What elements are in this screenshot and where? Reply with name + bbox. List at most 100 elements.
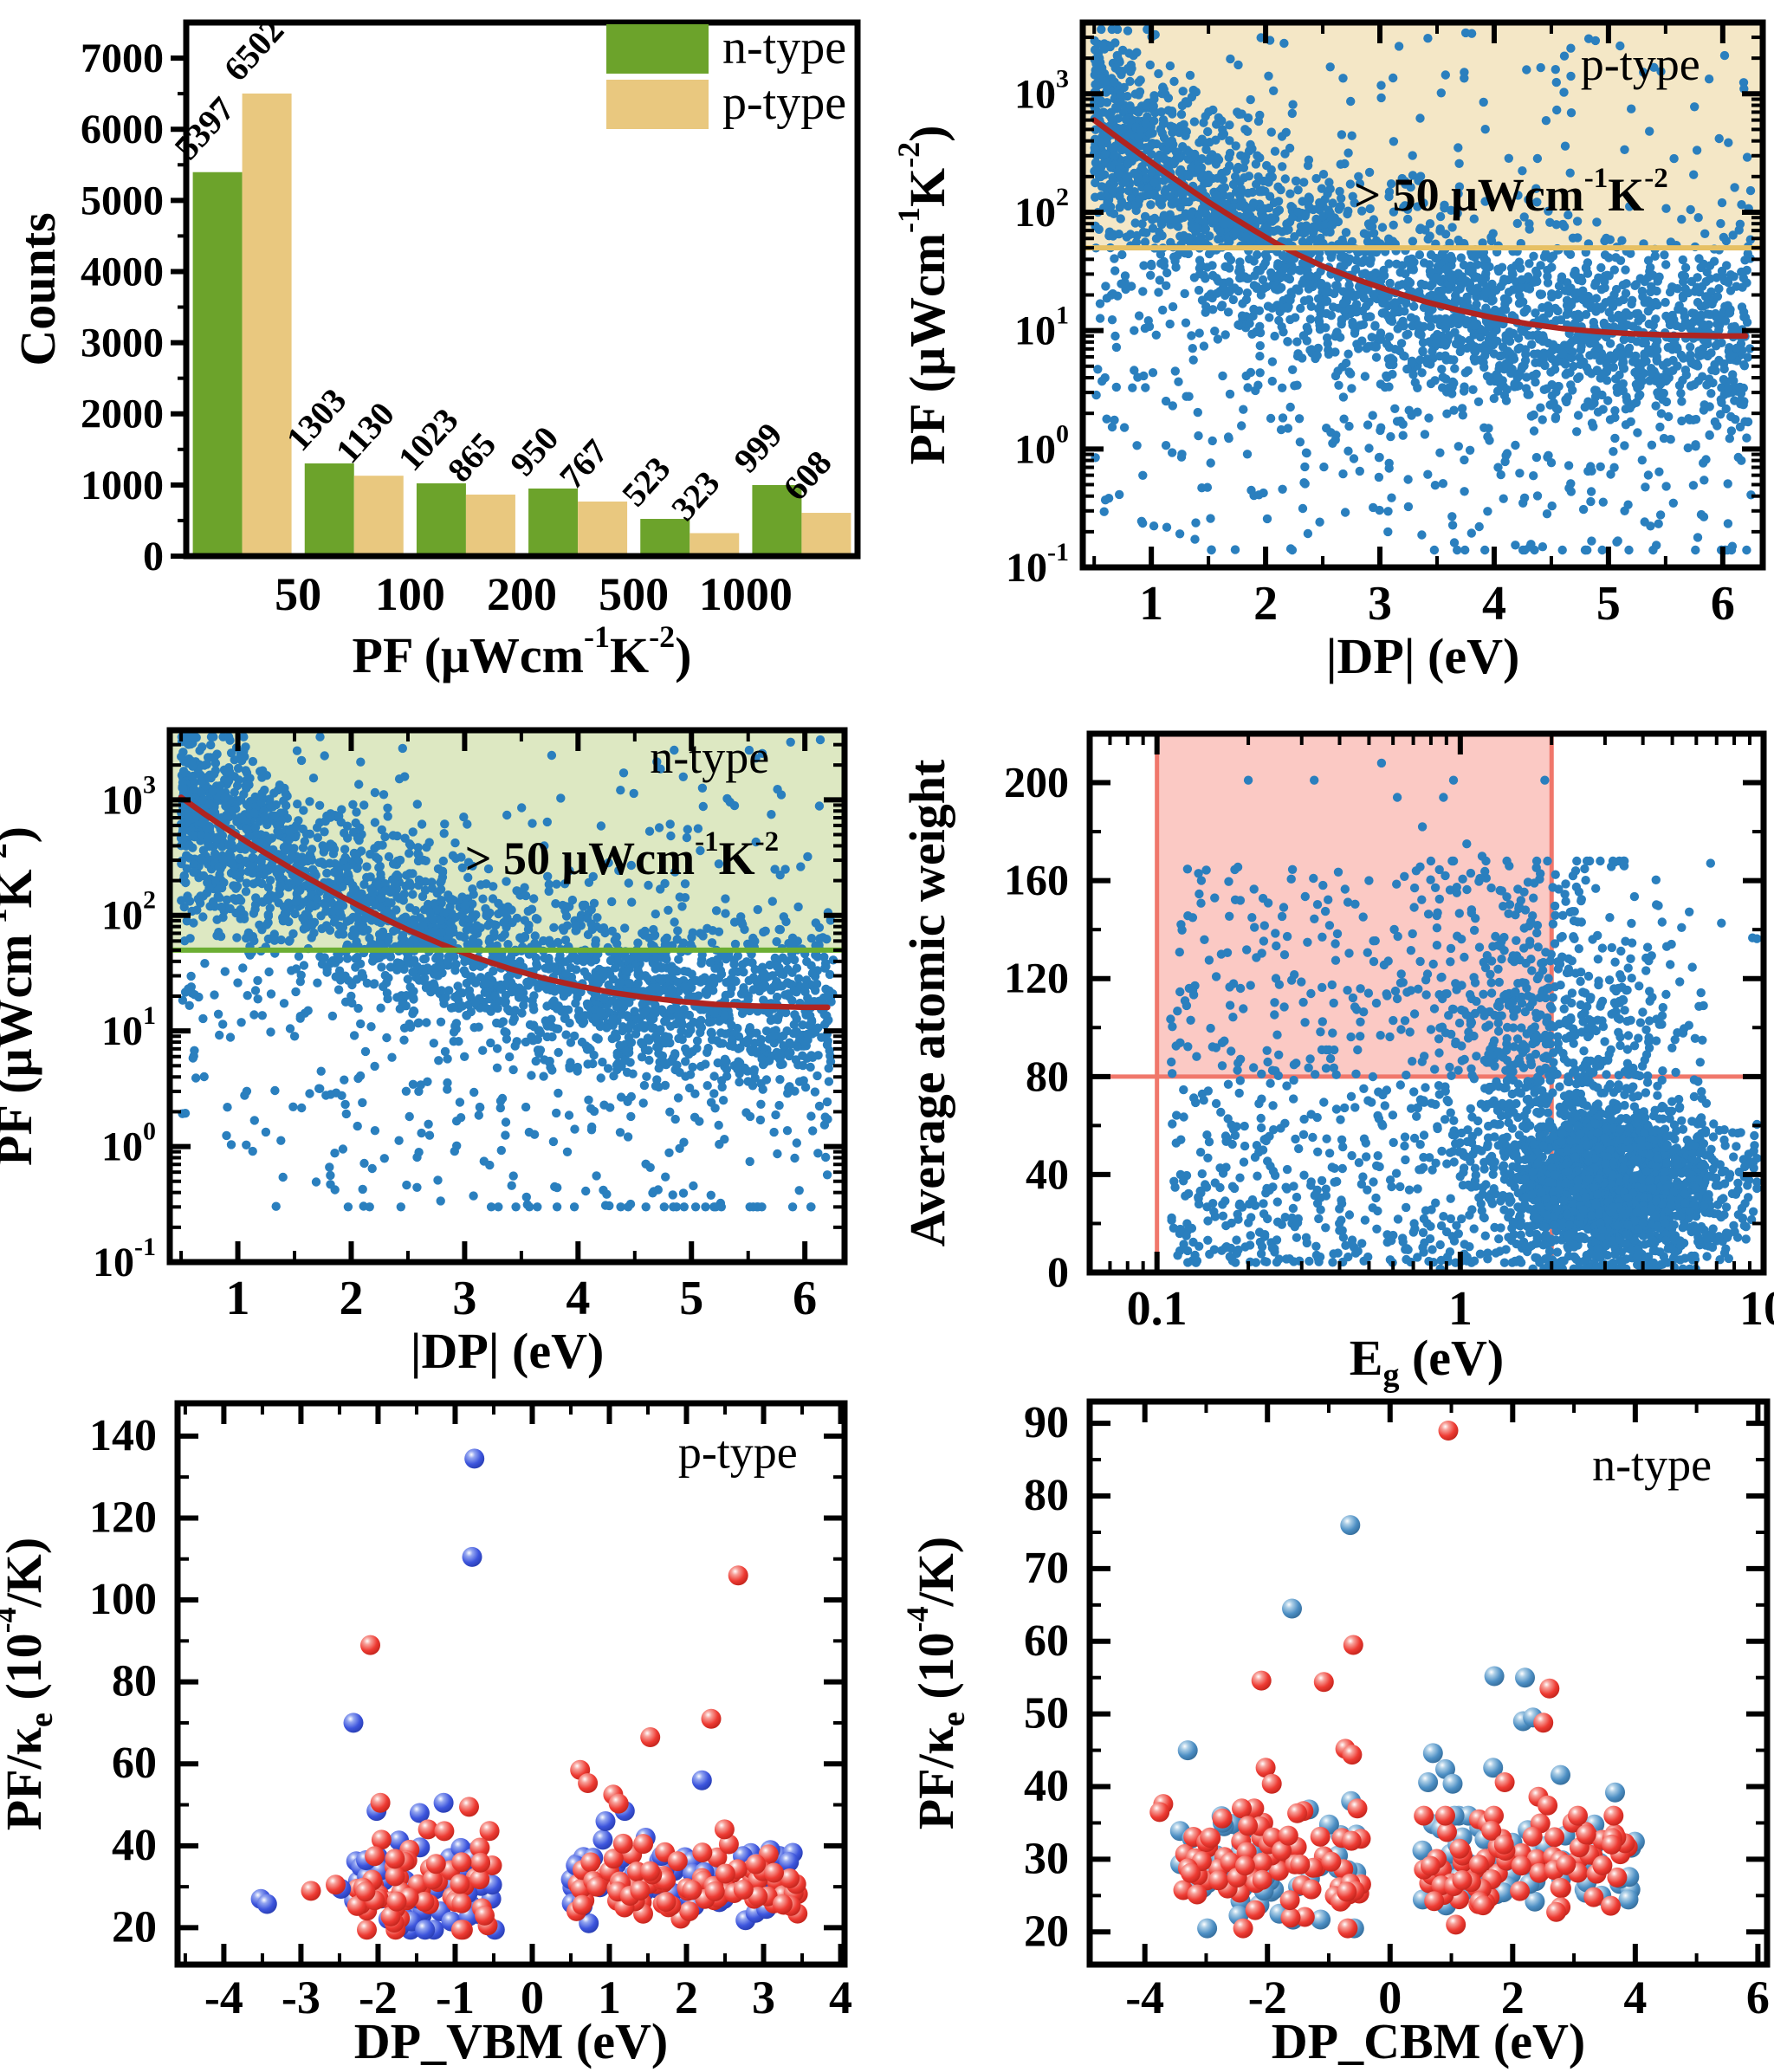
legend-label-n-type: n-type	[722, 21, 846, 74]
x-tick-label: 3	[752, 1972, 775, 2023]
y-tick-label: 6000	[81, 107, 164, 152]
panel-pf-histogram: 5397 6502 1303 1130 1023 865 950 767 523 323 999 60…	[0, 0, 887, 690]
y-axis-label: PF/κe (10-4/K)	[900, 1537, 972, 1829]
x-axis-label: Eg (eV)	[1350, 1330, 1504, 1394]
x-tick-label: 4	[1482, 577, 1506, 631]
bar-n-type	[192, 172, 243, 557]
x-tick-label: 6	[1711, 577, 1735, 631]
bar-p-type	[801, 513, 851, 556]
y-tick-label: 1000	[81, 463, 164, 508]
y-tick-label: 103	[1014, 64, 1069, 117]
panel-pfke-vs-dpvbm: -4 -3 -2 -1 0 1 2 3 4 20 40 60 80 100 120 140 DP_VBM (eV…	[0, 1381, 887, 2072]
y-tick-label: 40	[112, 1821, 157, 1870]
x-tick-label: 6	[1746, 1972, 1770, 2023]
x-tick-label: -4	[1125, 1972, 1164, 2023]
y-tick-label: 140	[89, 1411, 157, 1460]
bar-p-type	[465, 494, 515, 556]
y-tick-label: 30	[1024, 1834, 1069, 1883]
plot-frame	[183, 19, 861, 560]
y-tick-label: 40	[1026, 1149, 1069, 1198]
x-tick-label: 2	[675, 1972, 698, 2023]
x-tick-label: 3	[452, 1272, 476, 1325]
x-axis-label: DP_VBM (eV)	[354, 2013, 668, 2069]
bar-p-type	[242, 93, 292, 557]
panel-pf-vs-dp-p-type: 1 2 3 4 5 6 10-1 100 101 102 103 |DP| (eV) PF (μWcm-…	[887, 0, 1774, 690]
x-tick-label: 3	[1368, 577, 1392, 631]
x-axis-label: |DP| (eV)	[1326, 628, 1520, 684]
x-tick-label: 5	[679, 1272, 703, 1325]
bar-n-type	[640, 519, 690, 556]
panel-weight-vs-eg: 0.1 1 10 0 40 80 120 160 200 Eg (eV) Average atomi…	[887, 690, 1774, 1394]
y-tick-label: 80	[1026, 1052, 1069, 1100]
panel-tag: p-type	[1581, 38, 1700, 90]
scatter-points	[1090, 24, 1756, 555]
y-tick-label: 100	[1014, 419, 1069, 472]
fit-curve	[178, 794, 831, 1011]
y-tick-label: 101	[101, 1001, 156, 1054]
x-tick-label: 5	[1596, 577, 1621, 631]
y-tick-label: 70	[1024, 1544, 1069, 1593]
y-tick-label: 0	[1047, 1247, 1069, 1296]
sphere-points	[250, 1448, 808, 1940]
x-axis-label: DP_CBM (eV)	[1272, 2013, 1585, 2069]
y-tick-label: 90	[1024, 1398, 1069, 1447]
x-tick-label: 0	[1378, 1972, 1402, 2023]
y-tick-label: 50	[1024, 1689, 1069, 1739]
y-axis-label: PF/κe (10-4/K)	[0, 1538, 60, 1830]
x-tick-label: 50	[275, 568, 321, 620]
sphere-points	[1149, 1421, 1645, 1939]
x-tick-label: -4	[204, 1972, 243, 2023]
y-axis-label: Average atomic weight	[899, 759, 955, 1246]
x-tick-label: -2	[1248, 1972, 1287, 2023]
bar-n-type	[416, 482, 466, 556]
x-tick-label: 2	[1253, 577, 1278, 631]
threshold-annotation: > 50 μWcm-1K-2	[1354, 163, 1667, 221]
y-axis-label: PF (μWcm-1K-2)	[0, 826, 42, 1166]
y-tick-label: 20	[1024, 1907, 1069, 1956]
x-axis-label: |DP| (eV)	[411, 1323, 605, 1379]
x-tick-label: 4	[829, 1972, 852, 2023]
x-tick-label: 1	[1139, 577, 1163, 631]
x-tick-label: 10	[1739, 1282, 1774, 1336]
panel-tag: n-type	[650, 731, 769, 783]
x-tick-label: 2	[1501, 1972, 1525, 2023]
plot-frame	[1086, 730, 1767, 1276]
x-tick-label: 6	[793, 1272, 817, 1325]
y-tick-label: 60	[112, 1739, 157, 1788]
x-tick-label: -2	[359, 1972, 398, 2023]
y-tick-label: 4000	[81, 249, 164, 295]
y-tick-label: 102	[1014, 183, 1069, 236]
x-tick-label: 4	[566, 1272, 590, 1325]
x-tick-label: -1	[436, 1972, 475, 2023]
y-tick-label: 2000	[81, 392, 164, 437]
y-tick-label: 120	[89, 1492, 157, 1542]
y-tick-label: 5000	[81, 178, 164, 223]
x-tick-label: 1	[1448, 1282, 1473, 1336]
bar-n-type	[304, 463, 354, 556]
y-tick-label: 3000	[81, 321, 164, 366]
bars	[192, 93, 851, 557]
x-tick-label: 0.1	[1127, 1282, 1188, 1336]
x-tick-label: 200	[487, 568, 557, 620]
y-tick-label: 10-1	[1006, 538, 1069, 591]
x-tick-label: 2	[339, 1272, 363, 1325]
bar-n-type	[528, 488, 579, 556]
y-tick-label: 20	[112, 1902, 157, 1952]
threshold-annotation: > 50 μWcm-1K-2	[465, 826, 779, 884]
panel-pf-vs-dp-n-type: 1 2 3 4 5 6 10-1 100 101 102 103 |DP| (eV) PF (μWcm-…	[0, 690, 887, 1381]
weight-vs-eg-svg: 0.1 1 10 0 40 80 120 160 200 Eg (eV) Average atomi…	[899, 730, 1774, 1394]
y-tick-label: 120	[1004, 954, 1069, 1002]
panel-tag: p-type	[678, 1427, 798, 1479]
x-tick-label: 4	[1623, 1972, 1647, 2023]
y-tick-label: 80	[112, 1657, 157, 1706]
y-axis-label: Counts	[10, 212, 66, 366]
bar-p-type	[578, 502, 628, 556]
y-tick-label: 160	[1004, 856, 1069, 904]
x-tick-label: -3	[282, 1972, 320, 2023]
pf-vs-dp-ntype-svg: 1 2 3 4 5 6 10-1 100 101 102 103 |DP| (eV) PF (μWcm-…	[0, 727, 848, 1379]
bar-n-type	[752, 484, 802, 556]
y-tick-label: 100	[89, 1575, 157, 1624]
fit-curve	[1091, 117, 1749, 340]
panel-pfke-vs-dpcbm: -4 -2 0 2 4 6 20 30 40 50 60 70 80 90 DP_CBM (eV) PF/κe…	[887, 1381, 1774, 2072]
